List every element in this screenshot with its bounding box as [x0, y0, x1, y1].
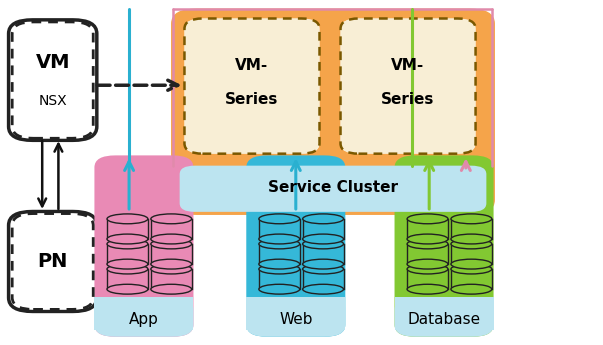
- Ellipse shape: [151, 264, 192, 274]
- Ellipse shape: [303, 239, 344, 249]
- Ellipse shape: [407, 259, 448, 269]
- Text: Web: Web: [279, 312, 312, 327]
- FancyBboxPatch shape: [180, 166, 487, 212]
- Ellipse shape: [303, 214, 344, 224]
- Bar: [246, 297, 346, 329]
- Ellipse shape: [407, 239, 448, 249]
- Ellipse shape: [107, 259, 148, 269]
- FancyBboxPatch shape: [341, 19, 476, 154]
- FancyBboxPatch shape: [246, 155, 346, 337]
- Ellipse shape: [107, 234, 148, 244]
- FancyBboxPatch shape: [394, 155, 494, 337]
- FancyBboxPatch shape: [185, 19, 320, 154]
- Ellipse shape: [107, 264, 148, 274]
- Text: VM-: VM-: [235, 58, 268, 73]
- Ellipse shape: [303, 234, 344, 244]
- Ellipse shape: [151, 239, 192, 249]
- Text: Database: Database: [408, 312, 481, 327]
- Ellipse shape: [451, 264, 492, 274]
- Text: PN: PN: [37, 252, 68, 271]
- Ellipse shape: [107, 284, 148, 294]
- Ellipse shape: [259, 264, 300, 274]
- FancyBboxPatch shape: [246, 297, 346, 337]
- Ellipse shape: [151, 234, 192, 244]
- FancyBboxPatch shape: [341, 19, 476, 154]
- Bar: [95, 297, 194, 329]
- Bar: [394, 297, 494, 329]
- Text: NSX: NSX: [39, 94, 67, 108]
- Ellipse shape: [259, 214, 300, 224]
- Ellipse shape: [107, 239, 148, 249]
- Ellipse shape: [259, 239, 300, 249]
- Ellipse shape: [107, 214, 148, 224]
- Ellipse shape: [151, 284, 192, 294]
- FancyBboxPatch shape: [95, 297, 194, 337]
- FancyBboxPatch shape: [394, 297, 494, 337]
- Ellipse shape: [451, 234, 492, 244]
- FancyBboxPatch shape: [8, 20, 97, 140]
- Ellipse shape: [303, 264, 344, 274]
- Text: App: App: [129, 312, 159, 327]
- Ellipse shape: [451, 214, 492, 224]
- Text: VM: VM: [36, 53, 70, 72]
- Ellipse shape: [451, 259, 492, 269]
- Text: Series: Series: [381, 92, 435, 107]
- FancyBboxPatch shape: [12, 214, 93, 309]
- Ellipse shape: [407, 214, 448, 224]
- Ellipse shape: [151, 214, 192, 224]
- Text: VM-: VM-: [391, 58, 425, 73]
- Ellipse shape: [259, 259, 300, 269]
- Ellipse shape: [259, 284, 300, 294]
- Ellipse shape: [407, 284, 448, 294]
- FancyBboxPatch shape: [12, 22, 93, 138]
- Ellipse shape: [407, 234, 448, 244]
- Text: Service Cluster: Service Cluster: [268, 180, 399, 195]
- Ellipse shape: [451, 284, 492, 294]
- FancyBboxPatch shape: [185, 19, 320, 154]
- Text: Series: Series: [226, 92, 279, 107]
- Ellipse shape: [303, 259, 344, 269]
- Ellipse shape: [259, 234, 300, 244]
- FancyBboxPatch shape: [172, 10, 494, 214]
- FancyBboxPatch shape: [8, 211, 97, 312]
- Ellipse shape: [303, 284, 344, 294]
- Ellipse shape: [151, 259, 192, 269]
- Ellipse shape: [407, 264, 448, 274]
- Ellipse shape: [451, 239, 492, 249]
- FancyBboxPatch shape: [95, 155, 194, 337]
